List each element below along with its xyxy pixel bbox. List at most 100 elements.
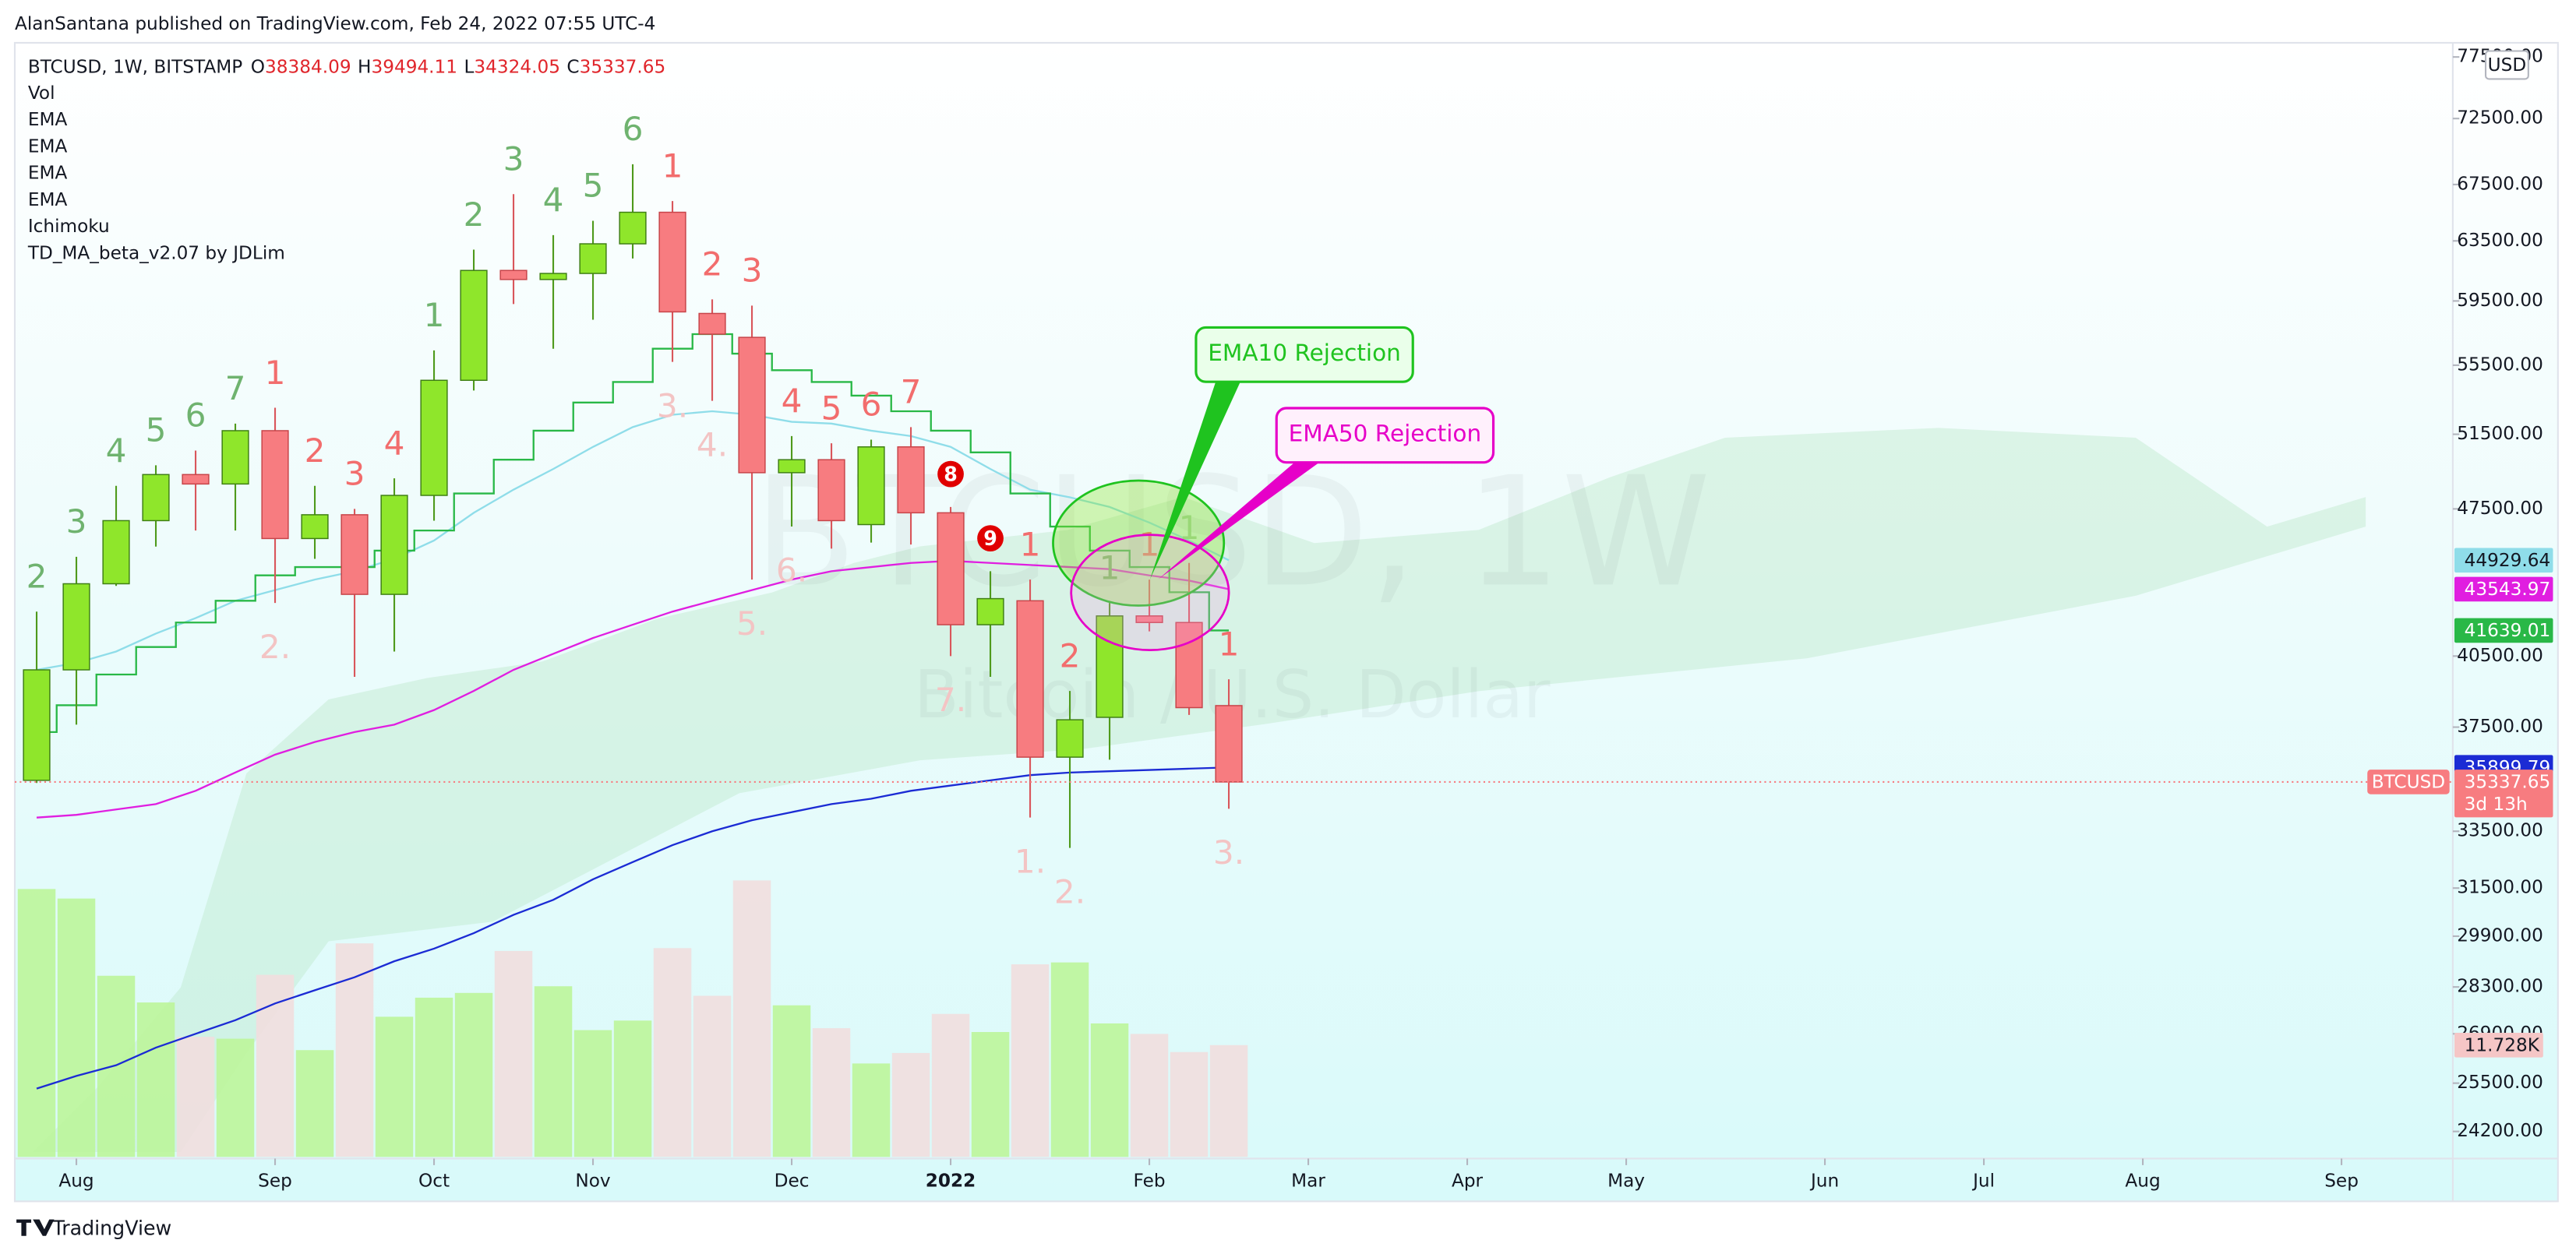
volume-bar [494, 950, 533, 1157]
y-tick-label: 25500.00 [2457, 1072, 2543, 1093]
x-tick-label: May [1607, 1171, 1645, 1192]
volume-bar [732, 880, 771, 1157]
volume-bar [57, 898, 96, 1157]
watermark: BTCUSD, 1W [753, 444, 1711, 620]
td-count: 3 [66, 502, 87, 541]
volume-bar [454, 992, 493, 1157]
x-tick-label: Dec [775, 1171, 810, 1192]
candle-body [1215, 705, 1243, 783]
indicator-legend: Vol EMA EMA EMA EMA Ichimoku TD_MA_beta_v2.07 … [27, 83, 285, 263]
volume-bar [136, 1002, 175, 1157]
ohlc-value: 34324.05 [474, 56, 560, 77]
candle-body [817, 459, 845, 522]
candle-body [937, 512, 965, 625]
td-count: 5 [821, 389, 842, 427]
candle-body [301, 514, 329, 540]
td-setup: 6. [776, 551, 807, 590]
td-count: 1 [1099, 548, 1120, 586]
td-count: 1 [1139, 525, 1160, 563]
y-tick-label: 59500.00 [2457, 290, 2543, 311]
y-tick-label: 24200.00 [2457, 1120, 2543, 1141]
candle-body [420, 379, 448, 496]
volume-bar [1209, 1044, 1248, 1157]
td-setup: 4. [697, 425, 728, 463]
ema10-ellipse [1052, 479, 1226, 607]
td-count: 1 [424, 296, 445, 334]
volume-bar [1050, 962, 1089, 1157]
td-count: 1 [265, 354, 286, 392]
td-count: 2 [464, 195, 485, 234]
indicator-name: EMA [28, 189, 68, 210]
publish-header: AlanSantana published on TradingView.com… [15, 13, 655, 34]
volume-bar [1170, 1051, 1209, 1157]
currency-box[interactable] [2484, 50, 2529, 80]
x-tick-label: Feb [1134, 1171, 1166, 1192]
td-count: 1 [1219, 625, 1240, 663]
td-setup: 3. [1213, 833, 1244, 872]
last-price-text: 35337.65 [2465, 771, 2551, 792]
x-tick-label: Oct [418, 1171, 450, 1192]
x-tick-label: Mar [1291, 1171, 1325, 1192]
y-tick-label: 33500.00 [2457, 820, 2543, 841]
indicator-name: EMA [28, 136, 68, 157]
td-setup: 2. [259, 628, 291, 666]
candle-body [62, 583, 90, 671]
td-count: 6 [623, 110, 644, 148]
volume-bar [415, 997, 453, 1157]
volume-bar [1130, 1034, 1169, 1157]
volume-bar [295, 1050, 334, 1157]
td-setup: 5. [736, 604, 768, 643]
td-badge [937, 460, 964, 488]
td-count: 4 [782, 382, 803, 420]
candle-body [182, 474, 210, 485]
y-tick-label: 29900.00 [2457, 925, 2543, 946]
candle-body [698, 312, 726, 335]
y-tick-label: 63500.00 [2457, 230, 2543, 251]
candle-body [261, 430, 289, 540]
td-count: 8 [944, 463, 958, 486]
ohlc-prefix: H [358, 56, 371, 77]
td-count: 4 [384, 424, 405, 462]
price-badge-text: 41639.01 [2465, 620, 2551, 641]
td-count: 7 [225, 369, 246, 407]
ema10-callout-text: EMA10 Rejection [1208, 340, 1401, 366]
volume-bar [17, 889, 56, 1157]
candle-body [221, 430, 249, 485]
td-count: 3 [503, 139, 524, 178]
x-tick-label: Aug [2125, 1171, 2160, 1192]
volume-bar [1090, 1023, 1129, 1157]
volume-bar [613, 1020, 652, 1157]
price-badge-text: 43543.97 [2465, 579, 2551, 600]
candle-body [738, 336, 766, 474]
countdown: 3d 13h [2465, 794, 2528, 815]
td-count: 6 [861, 386, 882, 424]
ohlc-value: 35337.65 [580, 56, 666, 77]
candle-body [1175, 622, 1203, 709]
price-badge [2454, 618, 2553, 643]
td-count: 2 [305, 432, 326, 470]
x-tick-label: Aug [58, 1171, 94, 1192]
volume-bar [335, 943, 374, 1157]
volume-bar [375, 1016, 414, 1157]
volume-bar [573, 1030, 612, 1157]
candle-body [1056, 719, 1084, 758]
candle-body [857, 446, 885, 526]
ohlc-value: 38384.09 [265, 56, 351, 77]
candle-body [142, 474, 170, 522]
y-tick-label: 67500.00 [2457, 173, 2543, 194]
td-count: 3 [344, 455, 365, 493]
td-count: 3 [742, 252, 763, 290]
ohlc-prefix: O [251, 56, 265, 77]
volume-bar [97, 975, 136, 1157]
td-count: 5 [583, 167, 604, 205]
x-tick-label: Jun [1809, 1171, 1839, 1192]
volume-bar [931, 1013, 970, 1157]
y-tick-label: 28300.00 [2457, 976, 2543, 997]
currency: USD [2488, 55, 2527, 76]
td-count: 5 [146, 411, 167, 449]
x-tick-label: Nov [575, 1171, 611, 1192]
volume-bar [772, 1005, 811, 1157]
x-tick-label: Sep [258, 1171, 292, 1192]
candle-body [341, 514, 369, 595]
